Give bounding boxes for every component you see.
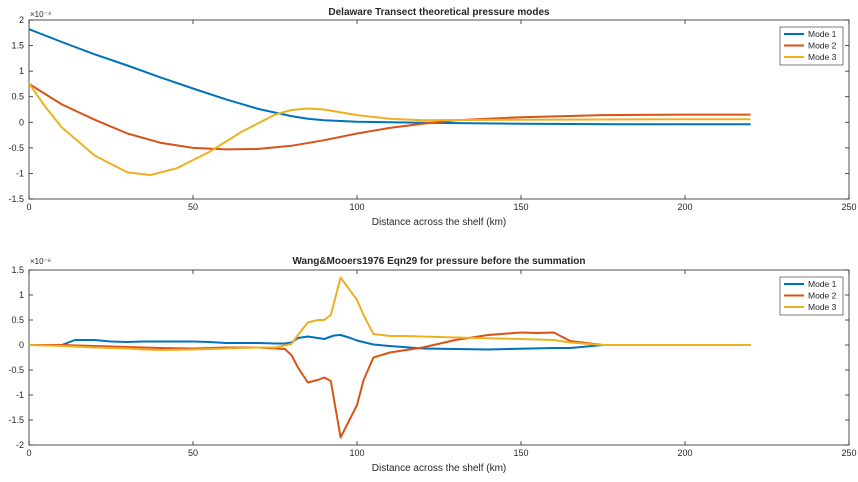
legend-label: Mode 1 <box>808 279 837 289</box>
x-tick-label: 250 <box>841 202 856 212</box>
x-tick-label: 250 <box>841 448 856 458</box>
y-tick-group: -2 -1.5 -1 -0.5 0 0.5 1 1.5 <box>8 265 849 450</box>
series-lines <box>28 276 751 439</box>
series-line-mode-3 <box>28 276 751 351</box>
chart-wang-mooers: Wang&Mooers1976 Eqn29 for pressure befor… <box>8 256 856 474</box>
legend-label: Mode 2 <box>808 291 837 301</box>
x-tick-label: 150 <box>513 202 528 212</box>
y-tick-label: -0.5 <box>8 143 24 153</box>
series-line-mode-2 <box>28 83 751 151</box>
legend-label: Mode 1 <box>808 29 837 39</box>
y-tick-label: 0.5 <box>11 92 24 102</box>
x-tick-label: 150 <box>513 448 528 458</box>
legend-label: Mode 2 <box>808 41 837 51</box>
legend-label: Mode 3 <box>808 52 837 62</box>
y-tick-label: 1.5 <box>11 265 24 275</box>
y-tick-label: -1.5 <box>8 415 24 425</box>
series-line-mode-3 <box>28 82 751 176</box>
chart-pressure-modes: Delaware Transect theoretical pressure m… <box>8 7 856 228</box>
y-tick-label: -1 <box>16 390 24 400</box>
y-tick-label: -0.5 <box>8 365 24 375</box>
x-axis-label: Distance across the shelf (km) <box>372 463 507 474</box>
x-tick-label: 0 <box>26 448 31 458</box>
x-tick-group: 0 50 100 150 200 250 <box>26 270 857 458</box>
y-tick-group: -1.5 -1 -0.5 0 0.5 1 1.5 2 <box>8 15 849 204</box>
plot-area <box>28 269 850 446</box>
y-tick-label: 2 <box>19 15 24 25</box>
series-lines <box>28 28 751 176</box>
x-tick-group: 0 50 100 150 200 250 <box>26 20 857 212</box>
y-tick-label: 0 <box>19 340 24 350</box>
y-tick-label: 0.5 <box>11 315 24 325</box>
series-line-mode-1 <box>28 28 751 126</box>
y-tick-label: 1 <box>19 290 24 300</box>
x-tick-label: 50 <box>188 202 198 212</box>
x-tick-label: 50 <box>188 448 198 458</box>
y-tick-label: -1.5 <box>8 194 24 204</box>
y-tick-label: 1 <box>19 66 24 76</box>
plot-area <box>28 19 850 200</box>
x-tick-label: 100 <box>349 202 364 212</box>
y-axis-exponent: ×10⁻⁶ <box>30 257 51 266</box>
y-axis-exponent: ×10⁻⁴ <box>30 10 52 19</box>
x-axis-label: Distance across the shelf (km) <box>372 217 507 228</box>
x-tick-label: 200 <box>677 202 692 212</box>
x-tick-label: 0 <box>26 202 31 212</box>
x-tick-label: 200 <box>677 448 692 458</box>
y-tick-label: -2 <box>16 440 24 450</box>
x-tick-label: 100 <box>349 448 364 458</box>
chart-title: Delaware Transect theoretical pressure m… <box>328 7 550 18</box>
y-tick-label: 0 <box>19 117 24 127</box>
legend-label: Mode 3 <box>808 302 837 312</box>
y-tick-label: -1 <box>16 168 24 178</box>
chart-title: Wang&Mooers1976 Eqn29 for pressure befor… <box>292 256 585 267</box>
y-tick-label: 1.5 <box>11 41 24 51</box>
